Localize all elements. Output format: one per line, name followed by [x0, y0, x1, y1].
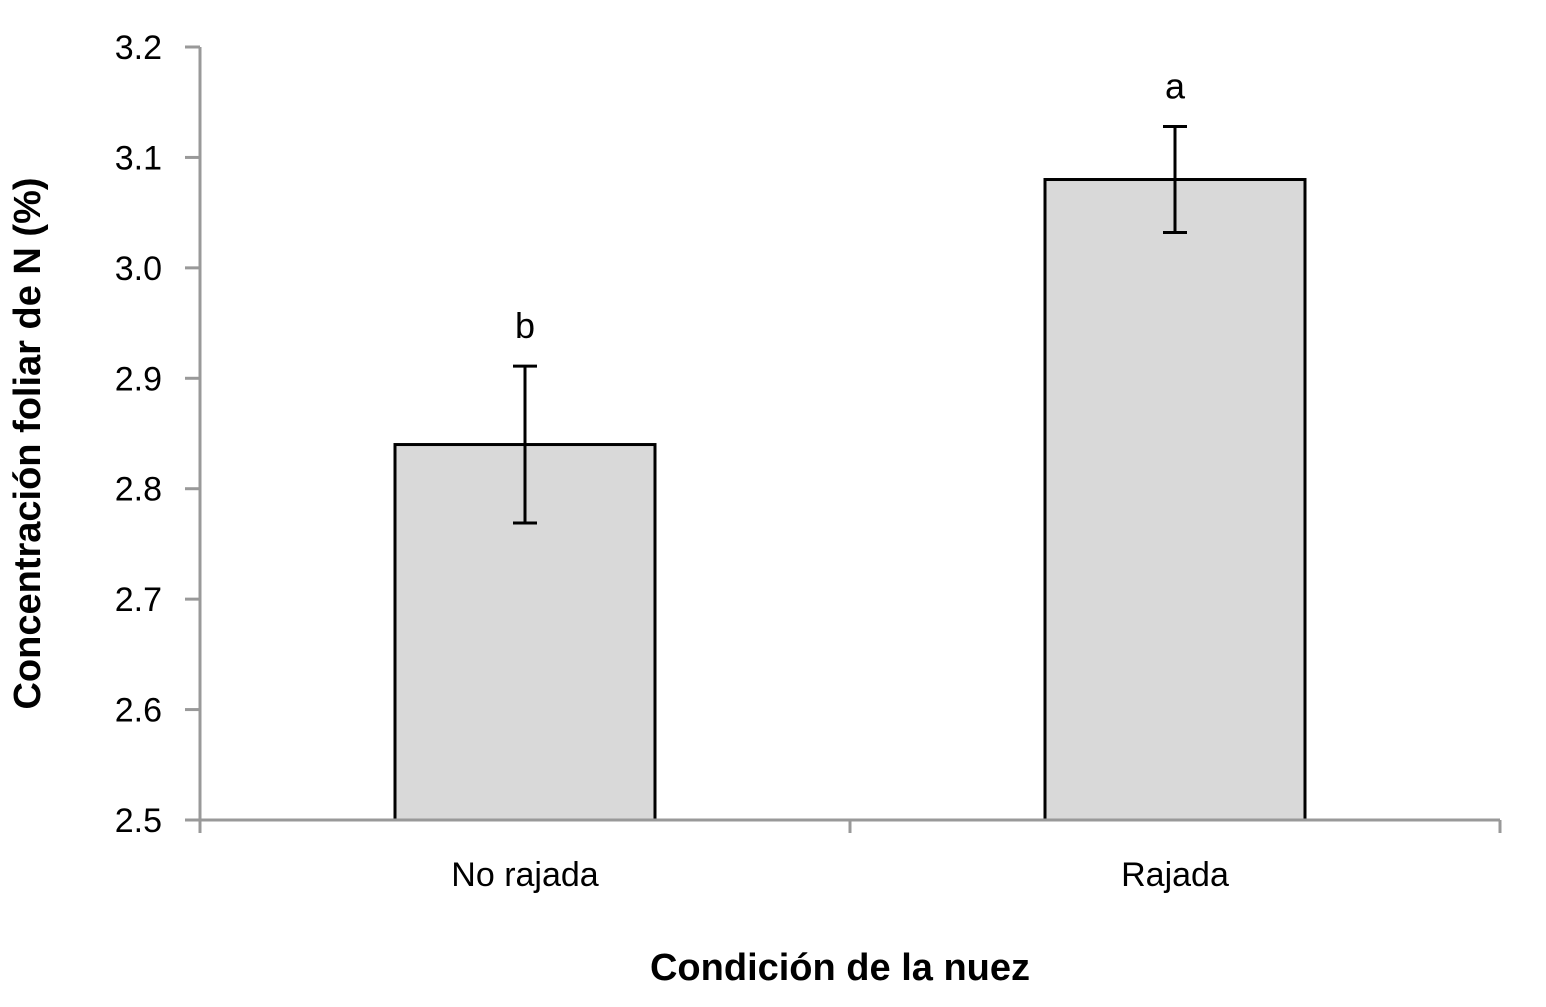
y-tick-label: 3.2	[115, 29, 162, 67]
error-bar	[1163, 125, 1187, 235]
y-tick-label: 2.8	[115, 471, 162, 509]
y-tick-label: 3.1	[115, 139, 162, 177]
x-category-label: No rajada	[451, 856, 599, 894]
y-tick-label: 2.5	[115, 802, 162, 840]
y-tick-label: 3.0	[115, 250, 162, 288]
y-tick-label: 2.7	[115, 581, 162, 619]
error-bar	[513, 364, 537, 525]
x-axis-title: Condición de la nuez	[650, 947, 1030, 989]
bar	[1043, 178, 1307, 822]
x-category-label: Rajada	[1121, 856, 1229, 894]
y-tick-label: 2.6	[115, 692, 162, 730]
labels: b No rajada a Rajada	[451, 66, 1229, 894]
bars	[393, 178, 1307, 822]
x-axis-ticks	[198, 820, 1502, 833]
y-axis-ticks: 2.5 2.6 2.7 2.8 2.9 3.0 3.1 3.2	[115, 29, 200, 840]
y-axis-title: Concentración foliar de N (%)	[7, 177, 49, 709]
y-tick-label: 2.9	[115, 360, 162, 398]
significance-letter: b	[515, 305, 535, 346]
error-bars	[513, 125, 1187, 525]
significance-letter: a	[1165, 66, 1186, 107]
